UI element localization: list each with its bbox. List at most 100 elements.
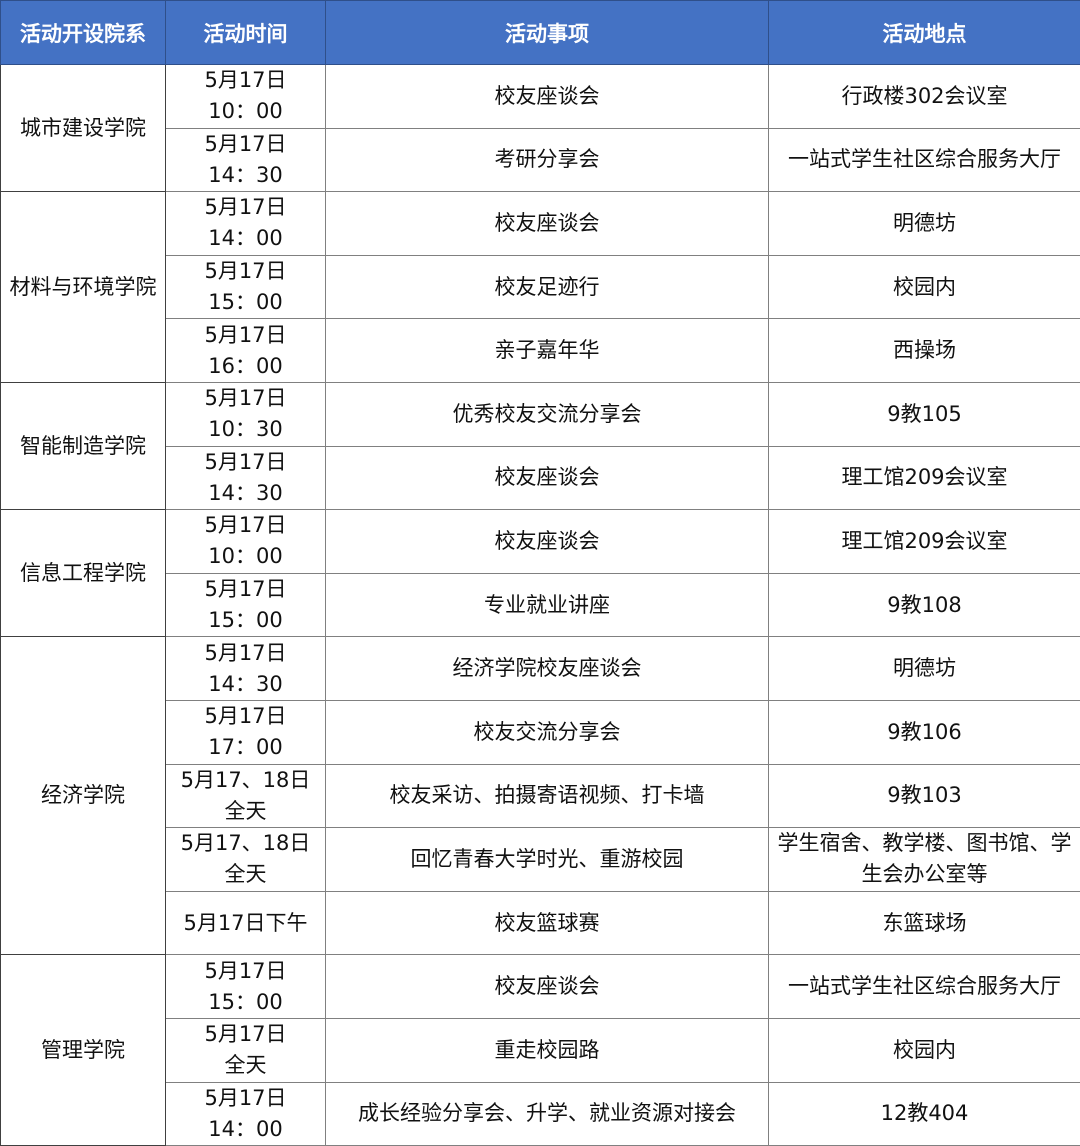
time-cell: 5月17日 15：00 — [165, 254, 326, 320]
time-cell: 5月17日 14：00 — [165, 191, 326, 256]
table-row: 管理学院 5月17日 15：00 校友座谈会 一站式学生社区综合服务大厅 — [0, 954, 1080, 1146]
table-row: 5月17日 16：00 亲子嘉年华 西操场 — [1, 318, 1080, 383]
location-cell: 9教105 — [768, 381, 1080, 447]
college-cell: 城市建设学院 — [0, 63, 166, 193]
time-date: 5月17日 — [204, 195, 287, 220]
time-cell: 5月17日 14：30 — [165, 445, 326, 511]
time-cell: 5月17、18日 全天 — [165, 827, 326, 892]
event-cell: 校友座谈会 — [325, 445, 769, 511]
header-location: 活动地点 — [768, 0, 1080, 65]
location-cell: 9教103 — [768, 763, 1080, 829]
table-row: 信息工程学院 5月17日 10：00 校友座谈会 理工馆209会议室 — [0, 509, 1080, 638]
location-cell: 明德坊 — [768, 636, 1080, 701]
college-cell: 智能制造学院 — [0, 381, 166, 511]
table-row: 5月17日 15：00 专业就业讲座 9教108 — [1, 572, 1080, 638]
table-row: 5月17、18日 全天 校友采访、拍摄寄语视频、打卡墙 9教103 — [1, 763, 1080, 829]
time-clock: 全天 — [224, 798, 267, 823]
location-cell: 9教106 — [768, 699, 1080, 765]
event-cell: 经济学院校友座谈会 — [325, 636, 769, 701]
location-cell: 一站式学生社区综合服务大厅 — [768, 954, 1080, 1019]
time-date: 5月17日 — [204, 322, 287, 347]
college-cell: 经济学院 — [0, 636, 166, 956]
time-date: 5月17日 — [204, 640, 287, 665]
college-cell: 管理学院 — [0, 954, 166, 1146]
time-clock: 10：00 — [208, 99, 283, 124]
event-cell: 校友座谈会 — [325, 954, 769, 1019]
header-event: 活动事项 — [325, 0, 769, 65]
time-clock: 14：30 — [208, 480, 283, 505]
event-cell: 回忆青春大学时光、重游校园 — [325, 827, 769, 892]
time-clock: 14：30 — [208, 162, 283, 187]
time-clock: 15：00 — [208, 290, 283, 315]
table-row: 5月17日 14：30 校友座谈会 理工馆209会议室 — [1, 445, 1080, 511]
time-cell: 5月17日 10：00 — [165, 509, 326, 574]
event-cell: 重走校园路 — [325, 1017, 769, 1083]
location-cell: 学生宿舍、教学楼、图书馆、学生会办公室等 — [768, 827, 1080, 892]
location-cell: 12教404 — [768, 1081, 1080, 1146]
time-date: 5月17日 — [204, 449, 287, 474]
time-date: 5月17日 — [204, 386, 287, 411]
time-clock: 14：00 — [208, 1116, 283, 1141]
time-clock: 14：30 — [208, 671, 283, 696]
table-row: 经济学院 5月17日 14：30 经济学院校友座谈会 明德坊 — [0, 636, 1080, 956]
table-row: 智能制造学院 5月17日 10：30 优秀校友交流分享会 9教105 — [0, 381, 1080, 511]
time-date: 5月17日 — [204, 1022, 287, 1047]
table-row: 5月17、18日 全天 回忆青春大学时光、重游校园 学生宿舍、教学楼、图书馆、学生会办… — [1, 827, 1080, 892]
event-cell: 校友座谈会 — [325, 64, 769, 129]
time-cell: 5月17日 15：00 — [165, 954, 326, 1019]
time-date: 5月17日 — [204, 68, 287, 93]
event-cell: 专业就业讲座 — [325, 572, 769, 638]
event-cell: 成长经验分享会、升学、就业资源对接会 — [325, 1081, 769, 1146]
time-cell: 5月17日下午 — [165, 890, 326, 956]
event-cell: 校友交流分享会 — [325, 699, 769, 765]
event-cell: 校友座谈会 — [325, 191, 769, 256]
event-cell: 校友座谈会 — [325, 509, 769, 574]
header-time: 活动时间 — [165, 0, 326, 65]
event-cell: 校友篮球赛 — [325, 890, 769, 956]
time-date: 5月17日下午 — [183, 910, 308, 935]
location-cell: 理工馆209会议室 — [768, 445, 1080, 511]
time-date: 5月17、18日 — [180, 767, 311, 792]
table-row: 5月17日 15：00 校友足迹行 校园内 — [1, 254, 1080, 320]
event-cell: 校友足迹行 — [325, 254, 769, 320]
time-date: 5月17、18日 — [180, 831, 311, 856]
location-cell: 校园内 — [768, 254, 1080, 320]
time-cell: 5月17日 14：30 — [165, 636, 326, 701]
location-cell: 校园内 — [768, 1017, 1080, 1083]
time-date: 5月17日 — [204, 704, 287, 729]
location-cell: 东篮球场 — [768, 890, 1080, 956]
time-cell: 5月17日 15：00 — [165, 572, 326, 638]
location-cell: 9教108 — [768, 572, 1080, 638]
time-clock: 14：00 — [208, 226, 283, 251]
time-date: 5月17日 — [204, 513, 287, 538]
time-cell: 5月17日 14：00 — [165, 1081, 326, 1146]
time-clock: 10：00 — [208, 544, 283, 569]
table-row: 5月17日 14：00 成长经验分享会、升学、就业资源对接会 12教404 — [1, 1081, 1080, 1146]
table-row: 材料与环境学院 5月17日 14：00 校友座谈会 明德坊 — [0, 191, 1080, 383]
time-clock: 16：00 — [208, 353, 283, 378]
time-clock: 全天 — [224, 862, 267, 887]
time-date: 5月17日 — [204, 131, 287, 156]
time-clock: 10：30 — [208, 417, 283, 442]
time-cell: 5月17日 14：30 — [165, 127, 326, 193]
time-clock: 全天 — [224, 1053, 267, 1078]
table-row: 城市建设学院 5月17日 10：00 校友座谈会 行政楼302会议室 — [0, 63, 1080, 193]
table-row: 5月17日下午 校友篮球赛 东篮球场 — [1, 890, 1080, 956]
time-date: 5月17日 — [204, 958, 287, 983]
time-date: 5月17日 — [204, 259, 287, 284]
event-cell: 亲子嘉年华 — [325, 318, 769, 383]
time-cell: 5月17、18日 全天 — [165, 763, 326, 829]
time-clock: 15：00 — [208, 608, 283, 633]
time-cell: 5月17日 10：00 — [165, 64, 326, 129]
event-cell: 校友采访、拍摄寄语视频、打卡墙 — [325, 763, 769, 829]
header-row: 活动开设院系 活动时间 活动事项 活动地点 — [0, 0, 1080, 65]
location-cell: 理工馆209会议室 — [768, 509, 1080, 574]
time-cell: 5月17日 17：00 — [165, 699, 326, 765]
college-cell: 材料与环境学院 — [0, 191, 166, 383]
header-college: 活动开设院系 — [0, 0, 166, 65]
time-date: 5月17日 — [204, 577, 287, 602]
location-cell: 明德坊 — [768, 191, 1080, 256]
time-clock: 15：00 — [208, 989, 283, 1014]
location-cell: 一站式学生社区综合服务大厅 — [768, 127, 1080, 193]
